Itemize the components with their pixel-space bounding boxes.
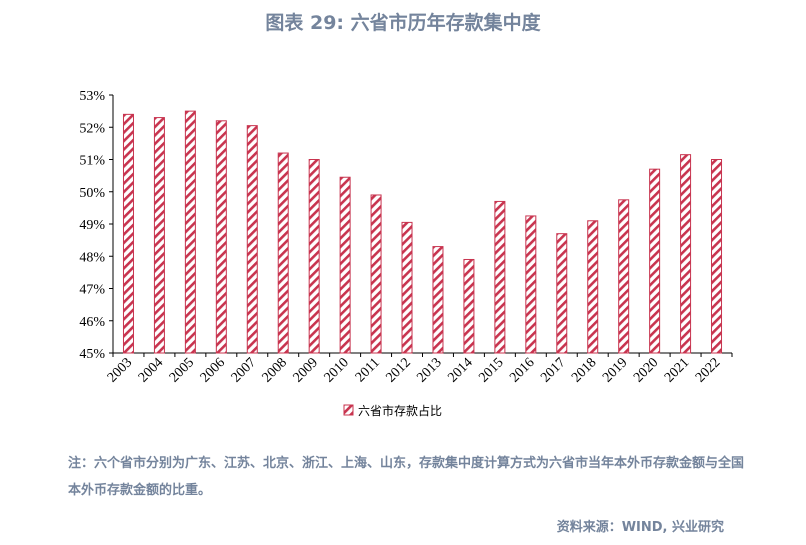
x-tick-label: 2021 [662,355,692,385]
y-tick-label: 53% [79,89,105,104]
x-tick-label: 2018 [569,355,599,385]
x-tick-label: 2015 [476,355,506,385]
bar [401,221,413,354]
x-tick-label: 2022 [693,355,723,385]
x-tick-label: 2020 [631,355,661,385]
y-tick-label: 49% [79,218,105,233]
x-tick-label: 2004 [136,355,166,385]
bar [680,154,692,354]
x-tick-label: 2011 [353,355,383,385]
bar [339,176,351,354]
bar [308,159,320,354]
bar [711,159,723,354]
x-tick-label: 2009 [291,355,321,385]
bar [649,168,661,354]
y-tick-label: 45% [79,347,105,362]
footnote: 注：六个省市分别为广东、江苏、北京、浙江、上海、山东，存款集中度计算方式为六省市… [68,456,745,498]
x-tick-label: 2016 [507,355,537,385]
y-tick-label: 48% [79,250,105,265]
bar [122,113,134,354]
bar [494,200,506,354]
bar [277,152,289,354]
bar [587,220,599,354]
y-tick-label: 51% [79,154,105,169]
bar [463,258,475,354]
y-tick-label: 46% [79,315,105,330]
x-tick-label: 2013 [414,355,444,385]
legend-label: 六省市存款占比 [358,403,442,418]
x-tick-label: 2014 [445,355,475,385]
legend-swatch [343,404,354,416]
bar [215,120,227,354]
x-tick-label: 2010 [322,355,352,385]
x-tick-label: 2012 [383,355,413,385]
x-tick-label: 2008 [260,355,290,385]
bar [153,117,165,354]
x-tick-label: 2017 [538,355,568,385]
chart-title: 图表 29: 六省市历年存款集中度 [265,12,541,34]
x-tick-label: 2019 [600,355,630,385]
bar [184,110,196,354]
bar [432,246,444,354]
bar [246,125,258,354]
bar [525,215,537,354]
x-tick-label: 2006 [198,355,228,385]
bar-chart: 45%46%47%48%49%50%51%52%53%2003 2004 2005 2… [79,89,733,418]
x-tick-label: 2005 [167,355,197,385]
x-tick-label: 2003 [105,355,135,385]
y-tick-label: 52% [79,121,105,136]
bar [618,199,630,354]
bar [370,194,382,354]
x-tick-label: 2007 [229,355,259,385]
bar [556,233,568,354]
source-label: 资料来源：WIND, 兴业研究 [556,520,724,535]
y-tick-label: 47% [79,283,105,298]
y-tick-label: 50% [79,186,105,201]
